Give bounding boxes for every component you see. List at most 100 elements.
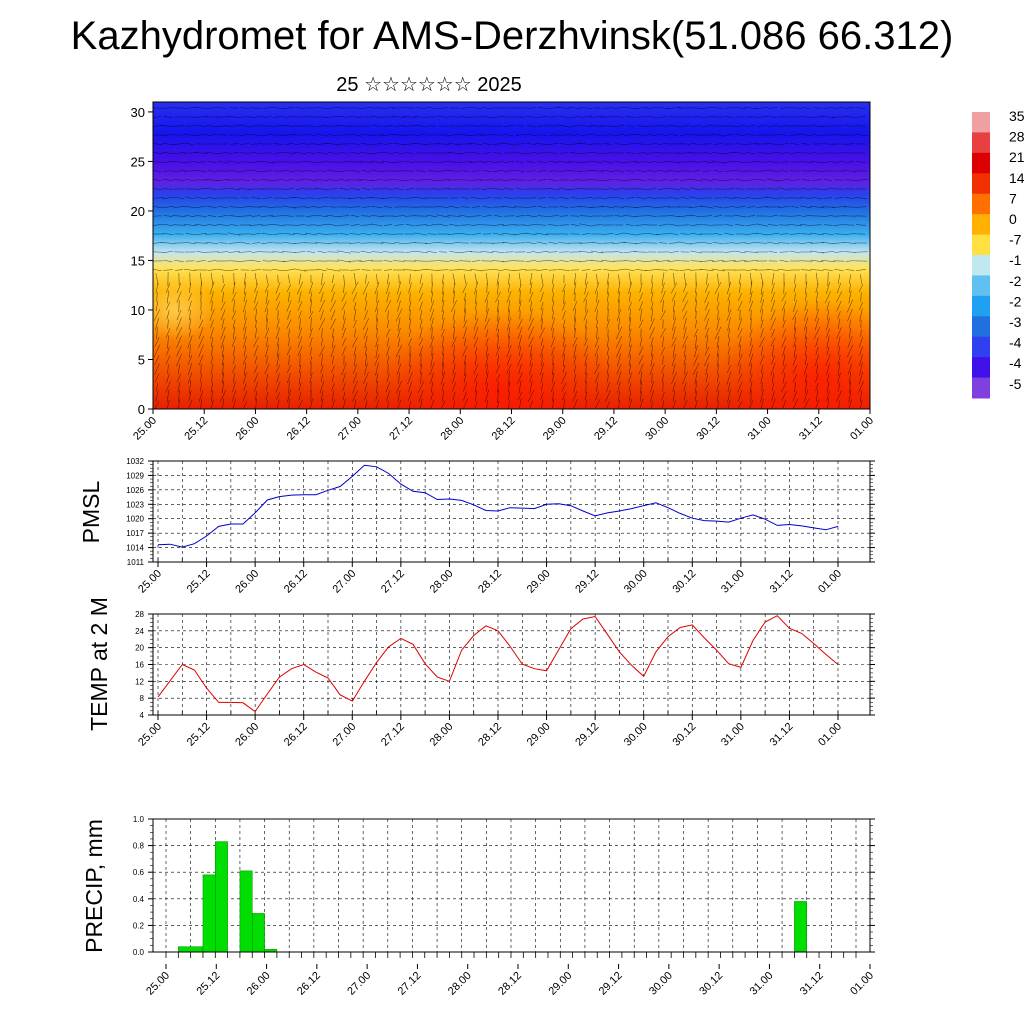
- wind-barb: [328, 133, 338, 137]
- wind-barb: [222, 354, 224, 366]
- wind-barb: [337, 259, 351, 263]
- wind-barb: [262, 116, 272, 118]
- wind-barb: [430, 372, 434, 384]
- wind-barb: [403, 116, 417, 118]
- wind-barb: [371, 124, 383, 128]
- wind-barb: [849, 380, 851, 394]
- wind-barb: [552, 390, 554, 402]
- wind-barb: [227, 187, 241, 191]
- wind-barb: [238, 251, 252, 253]
- wind-barb: [525, 259, 537, 263]
- wind-barb: [680, 125, 690, 127]
- wind-barb: [529, 282, 533, 294]
- wind-barb: [647, 206, 657, 208]
- wind-barb: [683, 283, 687, 293]
- colorbar-swatch: [972, 255, 990, 276]
- wind-barb: [690, 107, 702, 109]
- wind-barb: [628, 301, 632, 311]
- wind-barb: [255, 391, 257, 401]
- wind-barb: [623, 107, 637, 109]
- wind-barb: [162, 134, 174, 136]
- wind-barb: [441, 328, 445, 338]
- wind-barb: [680, 233, 690, 235]
- wind-barb: [700, 269, 714, 271]
- wind-barb: [537, 107, 547, 109]
- wind-barb: [546, 215, 560, 217]
- wind-barb: [801, 188, 811, 190]
- wind-barb: [293, 152, 307, 154]
- wind-barb: [859, 354, 863, 366]
- wind-barb: [341, 327, 347, 339]
- wind-barb: [480, 115, 494, 119]
- colorbar-swatch: [972, 275, 990, 297]
- wind-barb: [826, 391, 830, 401]
- wind-barb: [316, 205, 328, 209]
- wind-barb: [693, 354, 699, 366]
- wind-barb: [772, 372, 774, 384]
- wind-barb: [782, 319, 786, 329]
- wind-barb: [416, 169, 426, 173]
- wind-barb: [689, 242, 703, 244]
- wind-barb: [310, 346, 312, 356]
- temp-grid: [153, 613, 870, 716]
- wind-barb: [309, 291, 313, 303]
- wind-barb: [645, 259, 659, 263]
- wind-barb: [419, 319, 423, 329]
- wind-barb: [283, 107, 295, 109]
- wind-barb: [750, 318, 752, 330]
- wind-barb: [626, 223, 634, 227]
- wind-barb: [547, 160, 559, 164]
- wind-barb: [415, 107, 427, 109]
- wind-barb: [607, 336, 609, 348]
- wind-barb: [803, 309, 809, 321]
- wind-barb: [723, 197, 735, 199]
- wind-barb: [352, 336, 358, 348]
- wind-barb: [777, 178, 791, 182]
- wind-barb: [562, 337, 566, 347]
- wind-barb: [717, 273, 719, 285]
- wind-barb: [734, 206, 746, 208]
- wind-barb: [464, 355, 466, 365]
- wind-barb: [810, 232, 824, 236]
- wind-barb: [459, 224, 471, 226]
- cross-section-y-tick-label: 30: [131, 105, 145, 120]
- wind-barb: [162, 161, 174, 163]
- wind-barb: [845, 161, 855, 163]
- wind-barb: [524, 214, 538, 218]
- wind-barb: [227, 125, 241, 127]
- wind-barb: [163, 269, 173, 271]
- wind-barb: [200, 281, 202, 295]
- wind-barb: [704, 318, 710, 330]
- wind-barb: [822, 232, 834, 236]
- wind-barb: [166, 389, 170, 403]
- wind-barb: [284, 179, 294, 181]
- temp-x-tick-label: 01.00: [816, 721, 844, 749]
- wind-barb: [723, 206, 735, 208]
- wind-barb: [383, 125, 393, 127]
- wind-barb: [484, 291, 490, 303]
- wind-barb: [386, 373, 390, 383]
- wind-barb: [173, 196, 185, 200]
- wind-barb: [305, 232, 317, 236]
- wind-barb: [616, 371, 622, 385]
- wind-barb: [153, 309, 161, 321]
- wind-barb: [518, 363, 522, 375]
- wind-barb: [529, 353, 533, 367]
- wind-barb: [441, 382, 445, 392]
- wind-barb: [705, 335, 709, 349]
- wind-barb: [353, 272, 357, 286]
- wind-barb: [559, 224, 569, 226]
- wind-barb: [283, 115, 295, 119]
- wind-barb: [651, 345, 653, 357]
- wind-barb: [243, 336, 247, 348]
- wind-barb: [506, 354, 512, 366]
- wind-barb: [657, 188, 669, 190]
- wind-barb: [254, 364, 258, 374]
- wind-barb: [243, 317, 247, 331]
- wind-barb: [518, 335, 522, 349]
- wind-barb: [308, 281, 314, 295]
- wind-barb: [374, 281, 380, 295]
- wind-barb: [528, 326, 534, 340]
- wind-barb: [363, 310, 369, 320]
- wind-barb: [760, 346, 764, 356]
